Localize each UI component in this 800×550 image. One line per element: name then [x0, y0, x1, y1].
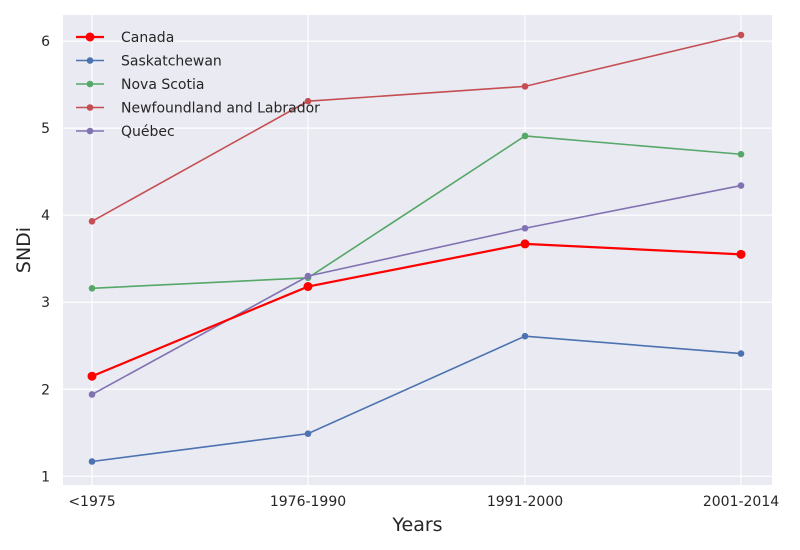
data-point: [88, 284, 96, 292]
data-point: [521, 83, 529, 90]
data-point: [87, 371, 97, 381]
legend-item: Saskatchewan: [76, 54, 222, 70]
series-line: [91, 34, 742, 222]
legend-item: Canada: [76, 30, 174, 46]
y-tick-label: 2: [41, 382, 50, 398]
legend-marker: [86, 80, 94, 88]
y-tick-label: 1: [41, 469, 50, 485]
series-line: [91, 335, 742, 463]
legend-marker: [86, 104, 94, 111]
legend-label: Saskatchewan: [121, 54, 222, 70]
series-qu-bec: [88, 182, 745, 398]
legend-item: Québec: [76, 124, 175, 140]
legend-marker: [86, 127, 94, 135]
data-point: [304, 272, 312, 280]
series-line: [91, 184, 742, 396]
data-point: [304, 430, 312, 437]
data-point: [521, 332, 529, 340]
legend-item: Nova Scotia: [76, 77, 204, 93]
legend-marker: [86, 57, 94, 64]
series-nova-scotia: [88, 132, 745, 292]
series-layer: [87, 31, 746, 465]
data-point: [521, 132, 529, 140]
legend-label: Nova Scotia: [121, 77, 204, 93]
y-axis: 1 2 3 4 5 6: [41, 34, 50, 485]
legend-marker: [85, 32, 95, 42]
data-point: [736, 249, 746, 259]
x-axis-title: Years: [391, 514, 442, 536]
data-point: [88, 217, 96, 225]
data-point: [520, 239, 530, 249]
data-point: [737, 350, 745, 357]
data-point: [88, 458, 96, 465]
legend-label: Newfoundland and Labrador: [121, 101, 320, 117]
x-axis: <1975 1976-1990 1991-2000 2001-2014: [68, 494, 779, 510]
y-tick-label: 6: [41, 34, 50, 50]
y-axis-title: SNDi: [13, 227, 35, 273]
series-newfoundland-and-labrador: [88, 31, 745, 225]
data-point: [737, 182, 745, 189]
y-tick-label: 3: [41, 295, 50, 311]
data-point: [737, 31, 745, 39]
legend: Canada Saskatchewan Nova Scotia Newfoundlan…: [76, 30, 320, 140]
data-point: [88, 391, 96, 398]
data-point: [521, 224, 529, 232]
legend-label: Canada: [121, 30, 174, 46]
data-point: [304, 97, 312, 105]
y-tick-label: 4: [41, 208, 50, 224]
legend-label: Québec: [121, 124, 175, 140]
x-tick-label: 2001-2014: [703, 494, 779, 510]
series-saskatchewan: [88, 332, 745, 465]
x-tick-label: 1976-1990: [270, 494, 346, 510]
x-tick-label: <1975: [68, 494, 115, 510]
series-line: [91, 135, 742, 290]
y-tick-label: 5: [41, 121, 50, 137]
data-point: [737, 150, 745, 158]
series-line: [91, 242, 742, 378]
legend-item: Newfoundland and Labrador: [76, 101, 320, 117]
series-canada: [87, 239, 746, 381]
data-point: [303, 282, 313, 292]
x-tick-label: 1991-2000: [487, 494, 563, 510]
